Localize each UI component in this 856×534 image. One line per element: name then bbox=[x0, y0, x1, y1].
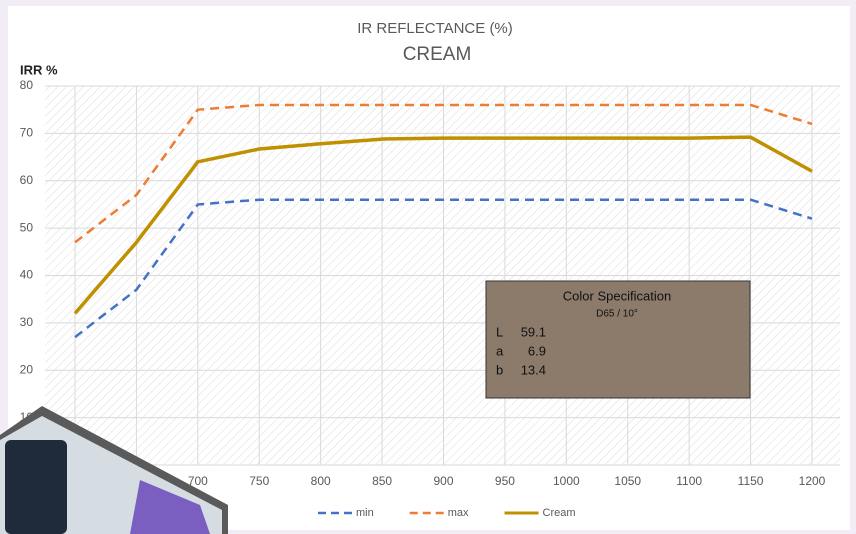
annotation-title: Color Specification bbox=[563, 288, 671, 303]
annotation-row-value: 13.4 bbox=[521, 362, 546, 377]
annotation-row-label: b bbox=[496, 362, 503, 377]
x-tick-label: 900 bbox=[433, 474, 453, 488]
x-tick-label: 950 bbox=[495, 474, 515, 488]
x-tick-label: 1150 bbox=[738, 474, 764, 488]
annotation-row-label: L bbox=[496, 324, 503, 339]
y-tick-label: 50 bbox=[20, 220, 34, 234]
x-tick-label: 800 bbox=[311, 474, 331, 488]
legend-label: max bbox=[448, 507, 469, 519]
chart-title: IR REFLECTANCE (%) bbox=[357, 20, 513, 37]
y-tick-label: 60 bbox=[20, 173, 34, 187]
chart-subtitle: CREAM bbox=[403, 44, 472, 65]
photo-device bbox=[5, 440, 67, 534]
chart: 0102030405060708060065070075080085090095… bbox=[0, 0, 856, 534]
x-tick-label: 750 bbox=[249, 474, 269, 488]
y-tick-label: 40 bbox=[20, 268, 34, 282]
annotation-box: Color Specification D65 / 10° L 59.1 a 6.9 b… bbox=[486, 281, 750, 398]
y-axis-label: IRR % bbox=[20, 62, 58, 77]
annotation-row-label: a bbox=[496, 343, 504, 358]
annotation-row-value: 59.1 bbox=[521, 324, 546, 339]
annotation-row-value: 6.9 bbox=[528, 343, 546, 358]
x-tick-label: 850 bbox=[372, 474, 392, 488]
page: 0102030405060708060065070075080085090095… bbox=[0, 0, 856, 534]
legend-label: min bbox=[356, 507, 374, 519]
y-tick-label: 80 bbox=[20, 78, 34, 92]
legend-label: Cream bbox=[543, 507, 576, 519]
x-tick-label: 1200 bbox=[799, 474, 826, 488]
y-tick-label: 20 bbox=[20, 362, 34, 376]
annotation-subtitle: D65 / 10° bbox=[596, 309, 638, 320]
x-tick-label: 1000 bbox=[553, 474, 580, 488]
y-tick-label: 70 bbox=[20, 126, 34, 140]
x-tick-label: 1050 bbox=[614, 474, 641, 488]
x-tick-label: 1100 bbox=[676, 474, 702, 488]
y-tick-label: 30 bbox=[20, 315, 34, 329]
